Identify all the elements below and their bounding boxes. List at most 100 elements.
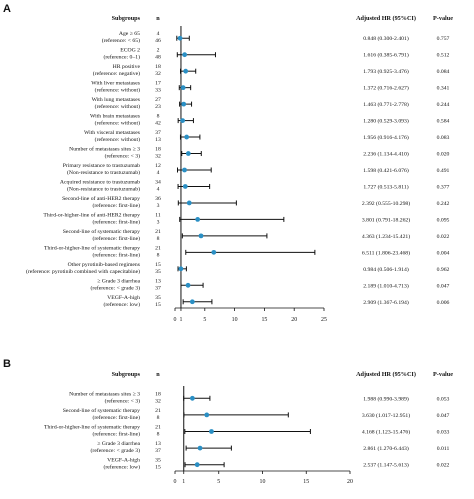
subgroup-reference-label: (reference: first-line) — [92, 235, 140, 242]
subgroup-label: Third-or-higher-line of systematic thera… — [44, 424, 140, 431]
hr-ci-value: 1.463 (0.771-2.778) — [363, 101, 409, 108]
forest-row: Third-or-higher-line of systematic thera… — [44, 244, 450, 258]
subgroup-label: Primary resistance to trastuzumab — [63, 163, 140, 169]
n-value: 15 — [155, 262, 161, 268]
subgroup-reference-label: (reference: first-line) — [92, 251, 140, 258]
hr-ci-value: 2.909 (1.367-6.194) — [363, 299, 409, 306]
n-reference-value: 42 — [155, 121, 161, 127]
subgroup-label: With liver metastases — [91, 81, 141, 87]
hr-point — [177, 35, 183, 41]
hr-ci-value: 6.511 (1.806-23.468) — [362, 249, 410, 256]
n-value: 37 — [155, 130, 161, 136]
panel-letter: A — [3, 3, 11, 15]
p-value: 0.512 — [437, 53, 450, 59]
hr-ci-value: 4.363 (1.234-15.421) — [362, 233, 410, 240]
hr-point — [182, 184, 188, 189]
n-value: 8 — [157, 114, 160, 120]
subgroup-reference-label: (reference: first-line) — [92, 218, 140, 225]
forest-row: Second-line of systematic therapy(refere… — [63, 407, 450, 421]
forest-row: Third-or-higher-line of anti-HER2 therap… — [43, 211, 449, 225]
x-tick-label: 15 — [303, 479, 309, 485]
n-value: 21 — [155, 408, 161, 414]
subgroup-label: Number of metastases sites ≥ 3 — [69, 146, 140, 153]
hr-ci-value: 1.793 (0.925-3.476) — [363, 68, 409, 75]
n-reference-value: 15 — [155, 465, 161, 471]
subgroup-label: Third-or-higher-line of anti-HER2 therap… — [43, 211, 140, 218]
n-reference-value: 37 — [155, 448, 161, 454]
p-value: 0.047 — [437, 413, 450, 419]
x-tick-label: 20 — [347, 479, 353, 485]
n-reference-value: 48 — [155, 55, 161, 61]
subgroup-label: ECOG 2 — [120, 48, 140, 54]
subgroup-label: With visceral metastases — [84, 130, 141, 136]
x-tick-label: 20 — [291, 317, 297, 323]
n-reference-value: 37 — [155, 285, 161, 291]
n-value: 18 — [155, 391, 161, 397]
forest-row: With liver metastases(reference: without… — [91, 81, 449, 94]
hr-point — [189, 395, 195, 401]
n-reference-value: 8 — [157, 236, 160, 242]
subgroup-reference-label: (reference: without) — [95, 120, 140, 127]
forest-row: Second-line of anti-HER2 therapy(referen… — [62, 195, 449, 209]
hr-ci-value: 1.598 (0.421-6.076) — [363, 167, 409, 174]
subgroup-header: Subgroups — [112, 371, 141, 378]
n-value: 35 — [155, 458, 161, 464]
hr-point — [185, 282, 191, 288]
p-value: 0.095 — [437, 217, 450, 223]
subgroup-reference-label: (reference: < 3) — [105, 397, 141, 404]
hr-ci-value: 3.630 (1.017-12.951) — [362, 412, 410, 419]
n-reference-value: 32 — [155, 154, 161, 160]
subgroup-reference-label: (reference: < 65) — [102, 37, 140, 44]
subgroup-reference-label: (Non-resistance to trastuzumab) — [67, 169, 140, 176]
p-value: 0.341 — [437, 86, 450, 92]
x-tick-label: 15 — [261, 317, 267, 323]
hr-ci-value: 3.801 (0.791-18.262) — [362, 216, 410, 223]
x-tick-label: 10 — [260, 479, 266, 485]
x-tick-label: 1 — [182, 479, 185, 485]
subgroup-label: VEGF-A-high — [107, 295, 140, 301]
hr-point — [186, 200, 192, 206]
subgroup-header: Subgroups — [112, 15, 141, 22]
p-value: 0.083 — [437, 135, 450, 141]
n-reference-value: 35 — [155, 269, 161, 275]
p-value: 0.084 — [437, 69, 450, 75]
subgroup-label: HR positive — [113, 64, 141, 70]
subgroup-reference-label: (reference: first-line) — [92, 414, 140, 421]
n-value: 12 — [155, 163, 161, 169]
p-value: 0.962 — [437, 267, 450, 273]
subgroup-label: ≥ Grade 3 diarrhea — [97, 278, 140, 284]
p-value: 0.022 — [437, 463, 450, 469]
x-tick-label: 5 — [217, 479, 220, 485]
forest-row: Age ≥ 65(reference: < 65) 446 0.848 (0.300… — [102, 31, 450, 44]
forest-row: With brain metastases(reference: without… — [90, 114, 450, 127]
subgroup-reference-label: (reference: < grade 3) — [91, 284, 141, 291]
subgroup-label: Age ≥ 65 — [119, 31, 140, 37]
n-value: 4 — [157, 31, 160, 37]
hr-point — [180, 118, 186, 123]
p-value: 0.757 — [437, 36, 450, 42]
p-value: 0.047 — [437, 283, 450, 289]
hr-ci-value: 0.984 (0.506-1.914) — [363, 266, 409, 273]
hr-ci-value: 1.956 (0.916-4.176) — [363, 134, 409, 141]
hr-ci-value: 0.848 (0.300-2.401) — [363, 35, 409, 42]
n-reference-value: 3 — [157, 219, 160, 225]
forest-row: With lung metastases(reference: without)… — [92, 97, 450, 110]
subgroup-reference-label: (reference: without) — [95, 136, 140, 143]
n-reference-value: 8 — [157, 432, 160, 438]
hr-point — [181, 101, 187, 107]
subgroup-reference-label: (reference: low) — [104, 464, 141, 471]
subgroup-label: ≥ Grade 3 diarrhea — [97, 441, 140, 447]
subgroup-label: With brain metastases — [90, 114, 141, 120]
n-value: 17 — [155, 81, 161, 87]
hr-point — [197, 445, 203, 451]
n-reference-value: 32 — [155, 398, 161, 404]
subgroup-label: With lung metastases — [92, 97, 141, 103]
n-reference-value: 33 — [155, 88, 161, 94]
x-tick-label: 5 — [203, 317, 206, 323]
hr-ci-value: 2.189 (1.010-4.713) — [363, 282, 409, 289]
n-reference-value: 8 — [157, 252, 160, 258]
hr-point — [182, 52, 188, 58]
